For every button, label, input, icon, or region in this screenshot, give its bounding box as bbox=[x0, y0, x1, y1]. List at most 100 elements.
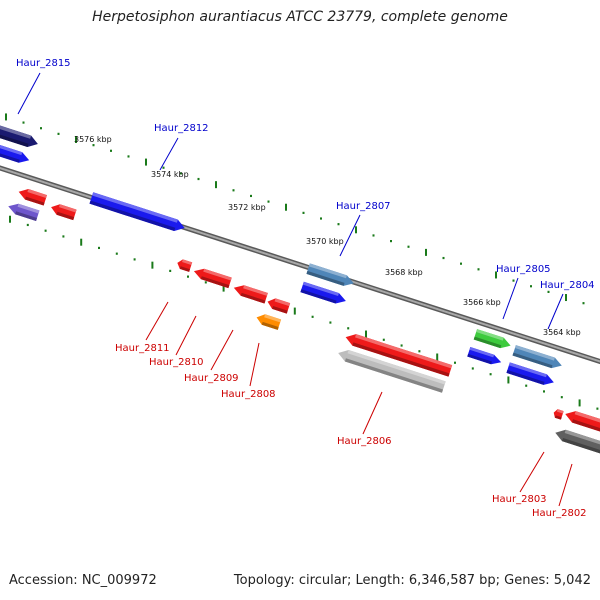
gene-highlight bbox=[92, 192, 178, 223]
gene-highlight bbox=[243, 285, 268, 296]
gene-label: Haur_2815 bbox=[16, 58, 71, 69]
gene-label: Haur_2808 bbox=[221, 389, 276, 400]
label-leader-line bbox=[145, 301, 169, 341]
gene-shade bbox=[24, 196, 45, 206]
gene-shade bbox=[571, 419, 600, 436]
kbp-label: 3566 kbp bbox=[463, 298, 501, 307]
gene-shade bbox=[0, 152, 20, 163]
gene-forward-steel-mid bbox=[306, 263, 354, 286]
gene-shade bbox=[0, 132, 29, 148]
gene-shade bbox=[352, 342, 450, 377]
gene-highlight bbox=[302, 281, 340, 296]
gene-forward-blue-right2 bbox=[506, 362, 554, 385]
gene-reverse-red-b bbox=[233, 285, 268, 304]
gene-shade bbox=[261, 321, 279, 330]
kbp-label: 3568 kbp bbox=[385, 268, 423, 277]
kbp-label: 3576 kbp bbox=[74, 135, 112, 144]
gene-highlight bbox=[556, 409, 564, 414]
gene-shade bbox=[473, 336, 502, 349]
gene-label: Haur_2812 bbox=[154, 123, 209, 134]
gene-reverse-purple-left bbox=[8, 203, 40, 221]
gene-reverse-red-long bbox=[345, 334, 453, 377]
gene-shade bbox=[344, 358, 444, 393]
gene-highlight bbox=[347, 350, 446, 385]
gene-reverse-red-edge-tiny bbox=[553, 409, 564, 420]
gene-label: Haur_2811 bbox=[115, 343, 170, 354]
kbp-label: 3570 kbp bbox=[306, 237, 344, 246]
gene-shade bbox=[554, 415, 562, 420]
topology-summary: Topology: circular; Length: 6,346,587 bp… bbox=[233, 573, 591, 588]
gene-forward-dark bbox=[0, 124, 38, 148]
inner-tick-ruler bbox=[9, 215, 599, 410]
gene-forward-steel-right bbox=[512, 345, 562, 369]
gene-reverse-darkgrey-edge bbox=[555, 429, 600, 455]
gene-label: Haur_2802 bbox=[532, 508, 587, 519]
accession-text: Accession: NC_009972 bbox=[9, 573, 157, 588]
kbp-label: 3564 kbp bbox=[543, 328, 581, 337]
gene-shade bbox=[506, 369, 545, 385]
gene-reverse-grey-long bbox=[338, 350, 446, 393]
gene-shade bbox=[300, 289, 337, 304]
gene-label: Haur_2810 bbox=[149, 357, 204, 368]
gene-shade bbox=[467, 353, 492, 365]
gene-shade bbox=[200, 276, 230, 289]
outer-tick-ruler bbox=[5, 113, 585, 305]
label-leader-line bbox=[210, 329, 234, 371]
gene-shade bbox=[179, 266, 190, 272]
kbp-label: 3572 kbp bbox=[228, 203, 266, 212]
gene-highlight bbox=[514, 345, 555, 361]
gene-reverse-red-a bbox=[193, 268, 232, 289]
gene-shade bbox=[89, 200, 176, 231]
label-leader-line bbox=[339, 214, 361, 257]
label-leader-line bbox=[502, 277, 519, 320]
gene-reverse-red-c bbox=[267, 298, 291, 314]
gene-shade bbox=[240, 292, 266, 304]
label-leader-line bbox=[362, 391, 383, 435]
label-leader-line bbox=[17, 72, 41, 115]
label-leader-line bbox=[175, 315, 197, 356]
gene-label: Haur_2806 bbox=[337, 436, 392, 447]
label-leader-line bbox=[159, 137, 179, 171]
gene-forward-long bbox=[89, 192, 185, 231]
gene-label: Haur_2807 bbox=[336, 201, 391, 212]
gene-label: Haur_2805 bbox=[496, 264, 551, 275]
label-leader-line bbox=[519, 451, 545, 493]
gene-reverse-red-left bbox=[18, 189, 48, 206]
gene-highlight bbox=[264, 314, 282, 323]
gene-forward-blue-mid bbox=[300, 281, 346, 304]
gene-reverse-red-edge bbox=[565, 411, 600, 436]
gene-forward-blue-small bbox=[0, 144, 30, 163]
kbp-label: 3574 kbp bbox=[151, 170, 189, 179]
gene-highlight bbox=[355, 334, 453, 369]
gene-reverse-orange bbox=[256, 314, 282, 330]
gene-reverse-red-tiny bbox=[177, 259, 193, 272]
gene-highlight bbox=[308, 263, 347, 279]
map-title: Herpetosiphon aurantiacus ATCC 23779, co… bbox=[92, 9, 508, 25]
gene-highlight bbox=[0, 144, 23, 156]
gene-highlight bbox=[0, 124, 32, 139]
label-leader-line bbox=[547, 293, 564, 330]
gene-shade bbox=[306, 270, 345, 286]
gene-highlight bbox=[469, 347, 495, 358]
gene-shade bbox=[562, 437, 600, 455]
gene-forward-green bbox=[473, 329, 511, 349]
gene-highlight bbox=[274, 298, 291, 307]
label-leader-line bbox=[249, 342, 260, 387]
gene-label: Haur_2804 bbox=[540, 280, 595, 291]
gene-highlight bbox=[203, 268, 232, 281]
gene-label: Haur_2803 bbox=[492, 494, 547, 505]
gene-body bbox=[565, 411, 600, 436]
gene-shade bbox=[15, 211, 38, 221]
gene-forward-blue-right1 bbox=[467, 347, 502, 365]
gene-shade bbox=[512, 352, 553, 369]
label-leader-line bbox=[558, 463, 573, 507]
gene-highlight bbox=[58, 204, 77, 213]
gene-highlight bbox=[476, 329, 504, 341]
gene-reverse-red-left2 bbox=[51, 204, 77, 221]
gene-highlight bbox=[574, 411, 600, 428]
gene-label: Haur_2809 bbox=[184, 373, 239, 384]
gene-highlight bbox=[508, 362, 547, 378]
gene-highlight bbox=[564, 429, 600, 447]
